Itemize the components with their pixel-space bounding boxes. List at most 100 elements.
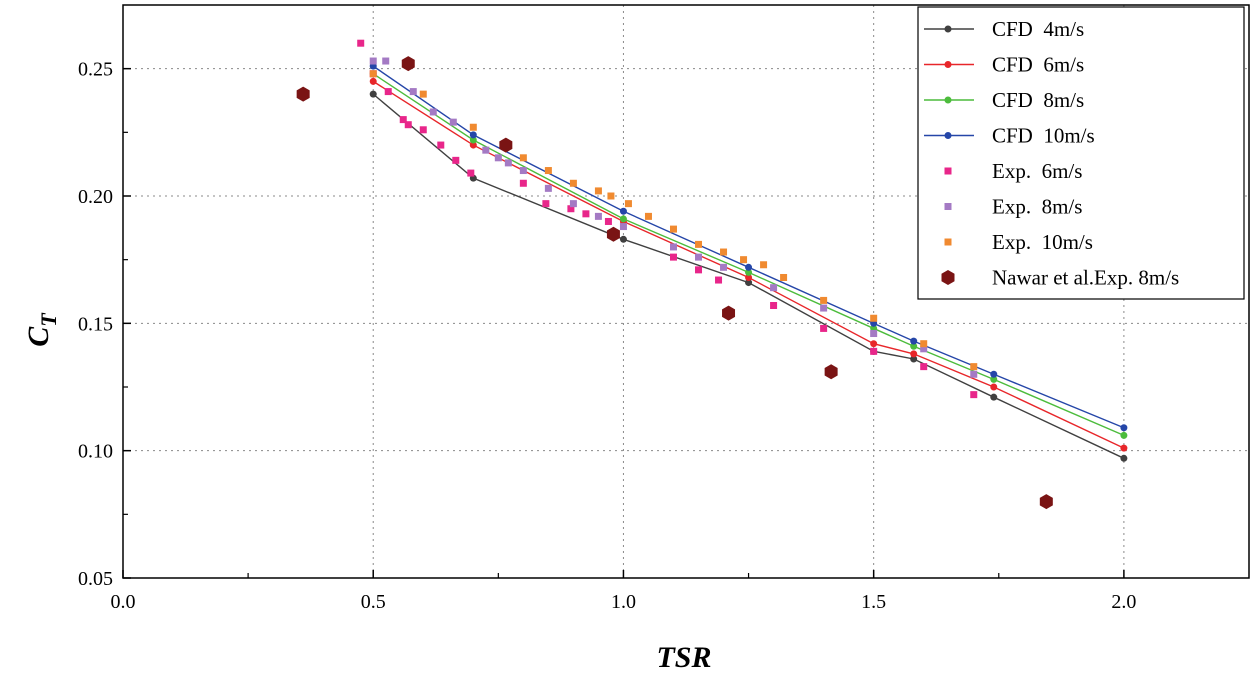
series-1-point-4	[870, 340, 878, 348]
series-2-point-3	[745, 268, 753, 276]
series-6-point-5	[569, 179, 577, 187]
series-4-point-11	[567, 205, 575, 213]
series-0-point-6	[990, 393, 998, 401]
y-tick-label-4: 0.25	[78, 59, 113, 81]
series-1-point-5	[910, 350, 918, 358]
series-5-point-2	[409, 88, 417, 96]
series-6	[369, 70, 978, 371]
legend-marker-2	[944, 96, 952, 104]
y-axis-title-sub: T	[36, 312, 61, 327]
legend-item-1: CFD 6m/s	[924, 53, 1084, 77]
legend-marker-5	[944, 203, 952, 210]
series-1-point-6	[990, 383, 998, 391]
series-6-point-13	[740, 256, 748, 264]
series-7-point-4	[722, 305, 736, 321]
legend-item-5: Exp. 8m/s	[944, 195, 1082, 219]
series-5	[369, 57, 978, 378]
series-6-point-6	[594, 187, 602, 195]
series-4-point-17	[770, 302, 778, 310]
legend-marker-1	[944, 61, 952, 68]
series-3-point-3	[745, 263, 753, 271]
series-5-point-16	[770, 284, 778, 292]
y-axis-title-main: C	[22, 326, 55, 347]
series-5-point-8	[519, 167, 527, 175]
series-3-point-7	[1120, 424, 1128, 432]
series-6-point-16	[820, 296, 828, 304]
legend-marker-6	[944, 238, 952, 246]
plot-frame	[122, 4, 1250, 579]
series-1-point-1	[469, 141, 477, 149]
series-layer	[296, 39, 1128, 510]
legend-label-3: CFD 10m/s	[992, 124, 1095, 148]
series-5-point-4	[449, 118, 457, 126]
series-2-point-2	[619, 215, 627, 223]
legend-box	[917, 6, 1245, 300]
legend-label-4: Exp. 6m/s	[992, 159, 1082, 183]
series-3-point-6	[990, 370, 998, 378]
series-4-point-21	[970, 391, 978, 399]
series-3-point-1	[469, 131, 477, 139]
legend-marker-0	[944, 25, 952, 33]
legend-item-3: CFD 10m/s	[924, 124, 1095, 148]
series-6-point-9	[644, 212, 652, 220]
series-1-point-0	[369, 77, 377, 85]
series-2-point-7	[1120, 431, 1128, 439]
series-4-point-14	[669, 253, 677, 261]
legend-item-4: Exp. 6m/s	[944, 159, 1082, 183]
series-5-point-6	[494, 154, 502, 162]
series-6-point-19	[970, 363, 978, 371]
series-4-point-16	[715, 276, 723, 284]
series-4-point-20	[920, 363, 928, 371]
series-4-point-18	[820, 324, 828, 332]
series-5-point-10	[569, 200, 577, 208]
y-tick-label-2: 0.15	[78, 313, 113, 335]
series-4-point-4	[404, 121, 412, 129]
series-5-point-15	[720, 263, 728, 271]
series-6-point-7	[607, 192, 615, 200]
series-4-point-7	[452, 156, 460, 164]
series-6-point-14	[760, 261, 768, 269]
axis-ticks: 0.0 0.5 1.0 1.5 2.0 0.05 0.10 0.15 0.20 0.25	[78, 59, 1136, 613]
legend-item-6: Exp. 10m/s	[944, 230, 1093, 254]
series-6-point-10	[669, 225, 677, 233]
series-5-point-3	[429, 108, 437, 116]
series-5-point-20	[970, 370, 978, 378]
legend-marker-3	[944, 132, 952, 139]
series-6-point-2	[469, 123, 477, 131]
series-3-point-5	[910, 337, 918, 345]
series-7-point-5	[824, 364, 838, 380]
series-7-point-2	[499, 137, 513, 153]
series-7-point-6	[1039, 494, 1053, 510]
series-6-point-11	[695, 240, 703, 248]
series-6-point-1	[419, 90, 427, 98]
series-6-point-8	[624, 200, 632, 208]
series-5-point-18	[870, 330, 878, 338]
series-4-point-10	[542, 200, 550, 208]
series-0-point-2	[619, 235, 627, 243]
series-2-point-5	[910, 342, 918, 350]
series-6-point-0	[369, 70, 377, 78]
legend: CFD 4m/s CFD 6m/s CFD 8m/s CFD 10m/s Exp. 6m…	[917, 6, 1245, 300]
series-5-point-5	[482, 146, 490, 154]
series-0-point-0	[369, 90, 377, 98]
series-3-point-2	[619, 207, 627, 215]
series-2-point-1	[469, 136, 477, 144]
series-6-point-18	[920, 340, 928, 348]
legend-marker-4	[944, 167, 952, 175]
series-6-point-12	[720, 248, 728, 256]
legend-label-1: CFD 6m/s	[992, 53, 1084, 77]
legend-item-7: Nawar et al.Exp. 8m/s	[941, 266, 1179, 290]
series-6-point-3	[519, 154, 527, 162]
series-0-point-5	[910, 355, 918, 363]
x-tick-label-1: 0.5	[361, 591, 386, 613]
series-4-point-15	[695, 266, 703, 274]
series-2-line	[372, 73, 1125, 437]
series-0-point-3	[745, 279, 753, 287]
series-6-point-17	[870, 314, 878, 322]
series-0-line	[372, 93, 1125, 459]
x-axis-title: TSR	[656, 641, 711, 673]
series-5-point-14	[695, 253, 703, 261]
series-7-point-3	[606, 226, 620, 242]
series-4-point-2	[384, 88, 392, 96]
